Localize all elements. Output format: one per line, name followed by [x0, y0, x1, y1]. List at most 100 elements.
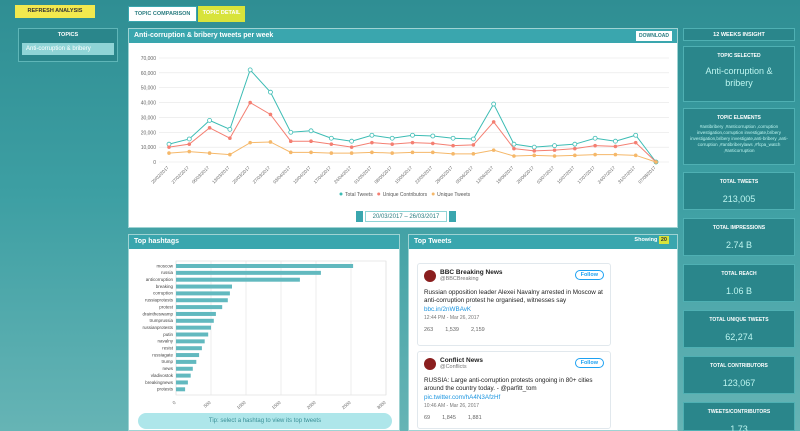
refresh-button[interactable]: REFRESH ANALYSIS: [15, 5, 95, 18]
legend-label: Unique Contributors: [383, 192, 428, 198]
download-button[interactable]: DOWNLOAD: [636, 31, 672, 41]
point: [410, 132, 415, 138]
point: [248, 100, 252, 105]
point: [308, 128, 314, 134]
point: [532, 153, 537, 158]
point: [654, 160, 658, 164]
bar: [176, 318, 214, 323]
point: [470, 136, 476, 142]
topic-item[interactable]: Anti-corruption & bribery: [22, 43, 114, 55]
avatar: [424, 358, 436, 370]
y-tick-label: 10,000: [141, 145, 157, 151]
point: [572, 141, 578, 147]
point: [309, 150, 313, 155]
tweet-time: 12:44 PM - Mar 26, 2017: [424, 315, 480, 321]
point: [573, 146, 577, 151]
point: [349, 151, 354, 155]
x-tick-label: 03/04/2017: [272, 165, 292, 185]
panel-header: Anti-corruption & bribery tweets per wee…: [129, 29, 677, 43]
point: [593, 143, 597, 148]
tip: Tip: select a hashtag to view its top tw…: [138, 413, 392, 429]
bar: [176, 366, 193, 371]
prev-week[interactable]: [356, 211, 363, 222]
point: [471, 152, 476, 156]
x-tick-label: 31/07/2017: [617, 165, 637, 185]
point: [613, 138, 618, 144]
x-tick-label: 27/02/2017: [171, 165, 191, 185]
y-tick-label: russiagate: [152, 352, 173, 357]
bar: [176, 264, 354, 268]
point: [370, 140, 374, 145]
y-tick-label: putin: [163, 332, 173, 337]
point: [309, 139, 313, 143]
point: [511, 141, 517, 147]
point: [349, 138, 355, 144]
y-tick-label: protests: [157, 387, 174, 392]
legend-marker: [339, 192, 343, 196]
bar: [176, 346, 202, 351]
date-range[interactable]: 20/03/2017 – 26/03/2017: [365, 211, 447, 222]
point: [288, 139, 293, 143]
panel-title: Top Tweets: [414, 238, 452, 245]
y-tick-label: russiaprotests: [145, 298, 174, 303]
stat-label: TWEETS/CONTRIBUTORS: [707, 409, 771, 415]
y-tick-label: 60,000: [141, 71, 157, 77]
label: TOPIC SELECTED: [717, 53, 761, 59]
x-tick-label: 27/03/2017: [252, 165, 272, 185]
author-name: BBC Breaking News: [440, 269, 503, 276]
action-count: 2,159: [470, 327, 485, 333]
point: [268, 112, 273, 117]
x-tick-label: 10/04/2017: [292, 165, 312, 185]
y-tick-label: news: [162, 366, 173, 371]
next-week[interactable]: [449, 211, 456, 222]
tweet-actions: 263 1,539 2,159: [424, 327, 604, 333]
x-tick-label: 10/07/2017: [556, 165, 576, 185]
stat-value: 213,005: [722, 194, 756, 204]
bar: [176, 284, 232, 289]
x-tick-label: 13/03/2017: [211, 165, 231, 185]
point: [552, 148, 557, 152]
point: [430, 141, 435, 146]
bar: [176, 353, 200, 358]
x-tick-label: 24/04/2017: [333, 165, 353, 185]
panel-header: Top Tweets: [409, 235, 677, 249]
y-tick-label: russia: [161, 270, 174, 275]
x-tick-label: 06/03/2017: [191, 165, 211, 185]
point: [532, 149, 537, 153]
topics-panel: TOPICS Anti-corruption & bribery: [18, 28, 118, 62]
point: [248, 140, 252, 145]
x-tick-label: 20/03/2017: [231, 165, 251, 185]
tweet-actions: 69 1,845 1,881: [424, 415, 604, 421]
x-tick-label: 17/04/2017: [313, 165, 333, 185]
follow-button[interactable]: Follow: [574, 358, 604, 368]
y-tick-label: moscow: [156, 263, 173, 268]
topic-elements: TOPIC ELEMENTS #antibribery ,#anticorrup…: [683, 108, 795, 165]
bar: [176, 291, 230, 296]
point: [491, 148, 496, 152]
tab[interactable]: TOPIC COMPARISON: [128, 6, 197, 22]
x-tick-label: 05/06/2017: [455, 165, 475, 185]
y-tick-label: resist: [162, 346, 174, 351]
x-tick-label: 22/05/2017: [414, 165, 434, 185]
point: [329, 142, 334, 146]
line-chart: 0 10,000 20,000 30,000 40,000 50,000 60,000 70,…: [141, 56, 669, 198]
showing-count: 20: [658, 236, 669, 244]
action-count: 1,845: [442, 415, 456, 421]
stat-label: TOTAL UNIQUE TWEETS: [709, 317, 769, 323]
y-tick-label: breaking: [156, 284, 174, 289]
y-tick-label: navalny: [157, 339, 173, 344]
tab-active[interactable]: TOPIC DETAIL: [198, 6, 245, 22]
stat-value: 1.06 B: [725, 286, 753, 296]
tweets-panel: Top Tweets Showing 20 BBC Breaking News @…: [408, 234, 678, 431]
y-tick-label: vladivostok: [151, 373, 174, 378]
point: [390, 142, 395, 146]
y-tick-label: draintheswamp: [142, 311, 173, 316]
action-count: 1,881: [467, 415, 482, 421]
topics-title: TOPICS: [57, 32, 79, 38]
stat-value: 1.73: [730, 424, 748, 431]
follow-button[interactable]: Follow: [574, 270, 604, 280]
bar: [176, 373, 191, 378]
point: [633, 132, 639, 138]
point: [228, 152, 232, 157]
action-count: 1,539: [445, 327, 459, 333]
